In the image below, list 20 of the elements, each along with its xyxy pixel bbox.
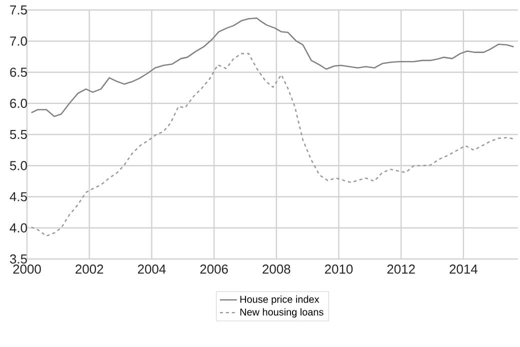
x-tick-label: 2004 [138, 264, 166, 274]
x-tick-label: 2008 [262, 264, 290, 274]
y-tick-label: 4.0 [10, 223, 27, 232]
line-series [30, 52, 514, 237]
y-tick-label: 6.0 [10, 98, 27, 108]
x-tick-label: 2000 [13, 264, 41, 274]
y-tick-label: 6.5 [10, 68, 27, 77]
x-tick-label: 2010 [325, 264, 353, 274]
y-tick-label: 7.0 [10, 36, 27, 46]
x-tick-label: 2006 [200, 264, 228, 274]
y-tick-label: 5.5 [10, 130, 27, 140]
x-tick-label: 2014 [450, 264, 478, 274]
x-tick-label: 2002 [76, 264, 104, 274]
x-tick-label: 2012 [387, 264, 415, 274]
y-tick-label: 3.5 [10, 254, 27, 264]
legend-label: House price index [240, 296, 320, 305]
legend-label: New housing loans [240, 308, 324, 318]
y-tick-label: 5.0 [10, 161, 27, 170]
y-tick-label: 4.5 [10, 192, 27, 202]
y-tick-label: 7.5 [10, 5, 27, 15]
